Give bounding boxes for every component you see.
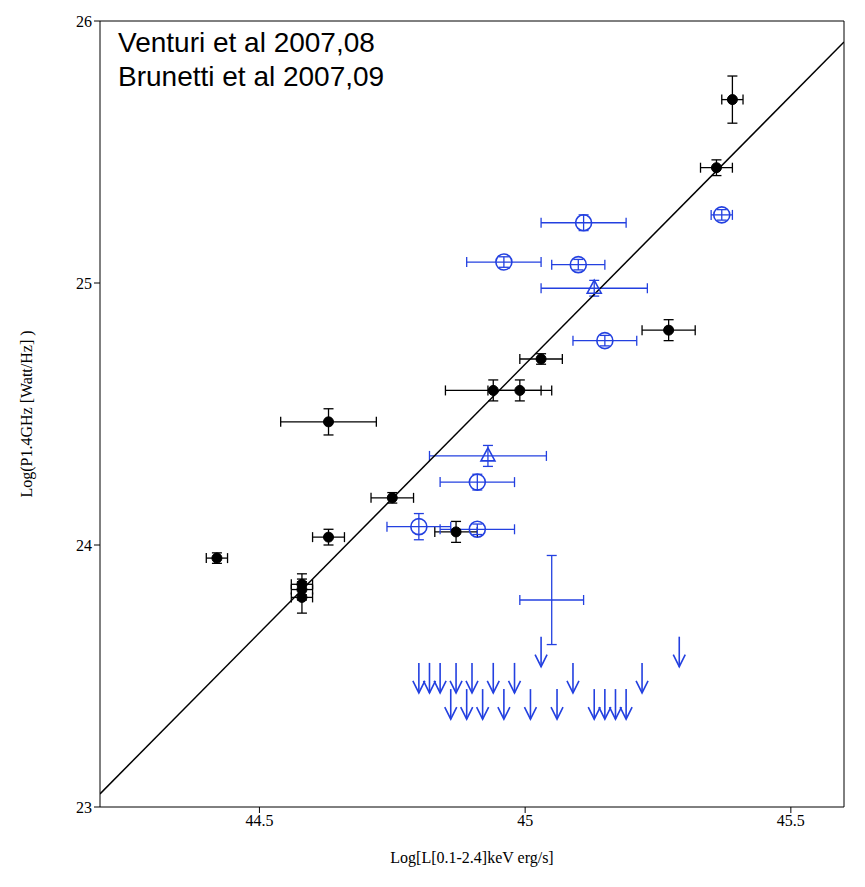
svg-text:45.5: 45.5	[777, 812, 805, 829]
html-text:Venturi et al 2007,08: Venturi et al 2007,08	[118, 27, 375, 58]
svg-text:Log(P1.4GHz [Watt/Hz] ): Log(P1.4GHz [Watt/Hz] )	[18, 330, 36, 497]
svg-text:23: 23	[76, 799, 92, 816]
svg-text:44.5: 44.5	[245, 812, 273, 829]
svg-text:26: 26	[76, 13, 92, 30]
svg-text:24: 24	[76, 537, 92, 554]
html-text:Brunetti et al 2007,09: Brunetti et al 2007,09	[118, 61, 385, 92]
svg-text:25: 25	[76, 275, 92, 292]
svg-text:45: 45	[517, 812, 533, 829]
svg-text:Log[L[0.1-2.4]keV erg/s]: Log[L[0.1-2.4]keV erg/s]	[390, 849, 553, 867]
